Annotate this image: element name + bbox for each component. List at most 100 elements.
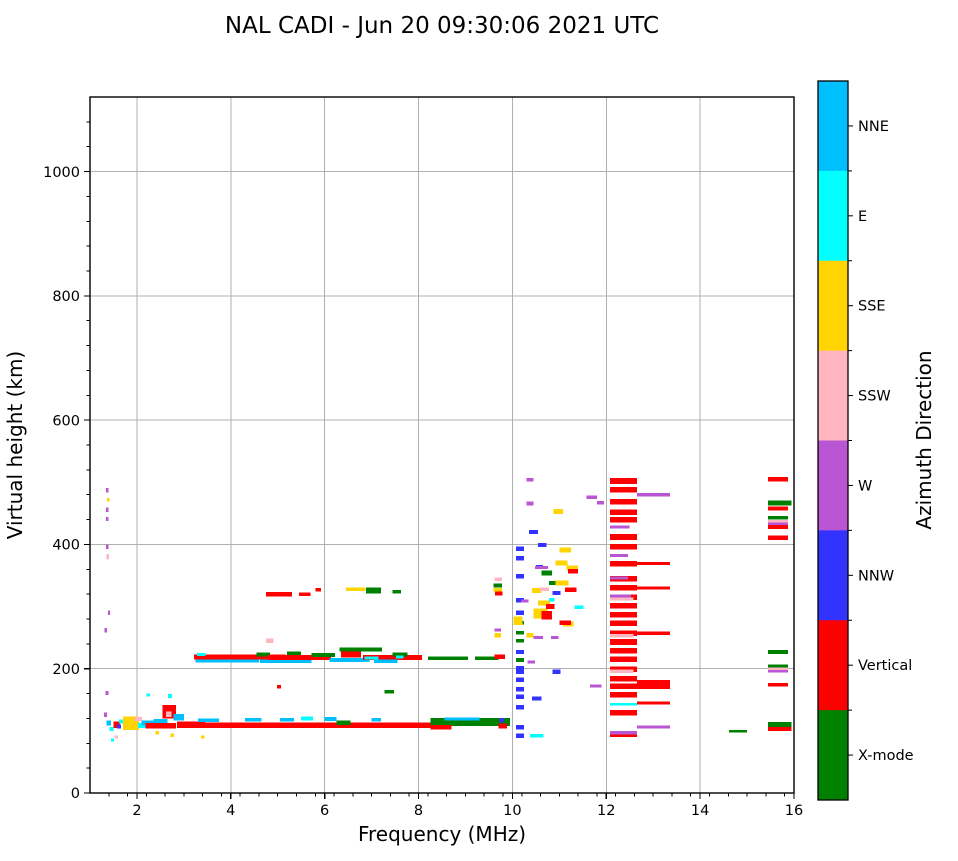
data-mark: [564, 587, 577, 592]
data-mark: [549, 598, 555, 602]
colorbar-category-label: NNE: [858, 119, 889, 135]
data-mark: [589, 684, 602, 688]
y-tick-label: 200: [52, 662, 80, 678]
data-mark: [516, 573, 525, 579]
data-mark: [637, 562, 671, 566]
data-mark: [167, 694, 173, 698]
data-mark: [768, 500, 792, 506]
y-axis-label: Virtual height (km): [3, 351, 27, 540]
data-mark: [526, 632, 534, 638]
data-mark: [430, 718, 511, 727]
data-mark: [516, 733, 525, 739]
data-mark: [637, 586, 671, 590]
data-mark: [266, 591, 292, 597]
data-mark: [610, 594, 632, 598]
data-mark: [329, 658, 370, 662]
data-mark: [610, 666, 638, 673]
data-mark: [610, 733, 638, 738]
data-mark: [153, 719, 168, 723]
colorbar-segment-nnw: [818, 530, 848, 621]
data-mark: [105, 488, 109, 493]
data-mark: [105, 516, 109, 522]
data-mark: [637, 631, 671, 635]
data-mark: [256, 652, 270, 657]
data-mark: [530, 733, 544, 738]
data-mark: [538, 600, 550, 606]
data-mark: [610, 647, 638, 654]
data-mark: [109, 727, 114, 731]
data-mark: [444, 717, 480, 721]
data-mark: [610, 630, 638, 637]
data-mark: [768, 667, 788, 670]
data-mark: [526, 477, 534, 482]
data-mark: [596, 501, 604, 505]
data-mark: [493, 587, 503, 592]
data-mark: [526, 501, 534, 506]
plot-border: [89, 96, 795, 794]
data-mark: [768, 520, 788, 523]
data-mark: [104, 628, 107, 633]
data-mark: [324, 717, 337, 721]
data-mark: [610, 560, 638, 567]
data-mark: [392, 652, 408, 657]
data-mark: [637, 680, 671, 684]
data-mark: [610, 516, 638, 523]
data-mark: [574, 605, 584, 610]
data-mark: [533, 636, 543, 640]
x-tick-label: 2: [132, 803, 141, 819]
data-mark: [494, 654, 505, 660]
data-mark: [106, 720, 112, 726]
data-mark: [111, 738, 114, 742]
data-mark: [105, 507, 109, 512]
data-mark: [516, 687, 525, 692]
data-mark: [610, 585, 638, 591]
data-mark: [371, 717, 381, 722]
colorbar-category-label: SSE: [858, 299, 886, 315]
data-mark: [107, 610, 111, 615]
data-mark: [559, 547, 572, 553]
data-mark: [176, 721, 205, 728]
data-mark: [567, 568, 579, 574]
data-mark: [280, 717, 295, 722]
data-mark: [493, 583, 503, 588]
data-mark: [552, 591, 561, 595]
data-mark: [541, 570, 552, 576]
data-mark: [610, 683, 671, 689]
grid-lines: [90, 97, 794, 793]
data-mark: [610, 620, 638, 627]
data-mark: [134, 716, 143, 722]
data-mark: [341, 648, 361, 658]
data-mark: [173, 714, 184, 721]
data-mark: [586, 495, 597, 499]
data-mark: [610, 603, 638, 609]
axis-tick-labels: 2 4 6 8 10 12 14 16 0 200 400 600 800 1000: [43, 165, 803, 819]
data-mark: [499, 718, 504, 723]
data-mark: [266, 638, 274, 644]
data-mark: [114, 735, 119, 739]
data-marks: [104, 477, 792, 742]
data-mark: [768, 477, 788, 482]
data-mark: [610, 544, 638, 550]
data-mark: [364, 656, 379, 660]
x-tick-label: 4: [226, 803, 235, 819]
data-mark: [610, 478, 638, 484]
data-mark: [113, 721, 121, 728]
colorbar-category-label: Vertical: [858, 658, 912, 674]
data-mark: [610, 554, 628, 558]
data-mark: [516, 658, 525, 662]
data-mark: [729, 730, 748, 733]
data-mark: [315, 587, 321, 592]
data-mark: [610, 669, 634, 673]
data-mark: [533, 608, 548, 619]
data-mark: [516, 724, 525, 730]
data-mark: [637, 725, 671, 729]
data-mark: [637, 701, 671, 705]
colorbar: NNE E SSE SSW W NNW Vertical X-mode: [817, 80, 914, 801]
chart-title: NAL CADI - Jun 20 09:30:06 2021 UTC: [225, 13, 659, 39]
data-mark: [566, 565, 579, 571]
y-tick-label: 600: [52, 413, 80, 429]
data-mark: [610, 731, 638, 735]
data-mark: [555, 560, 568, 566]
y-tick-label: 800: [52, 289, 80, 305]
data-mark: [528, 529, 539, 535]
